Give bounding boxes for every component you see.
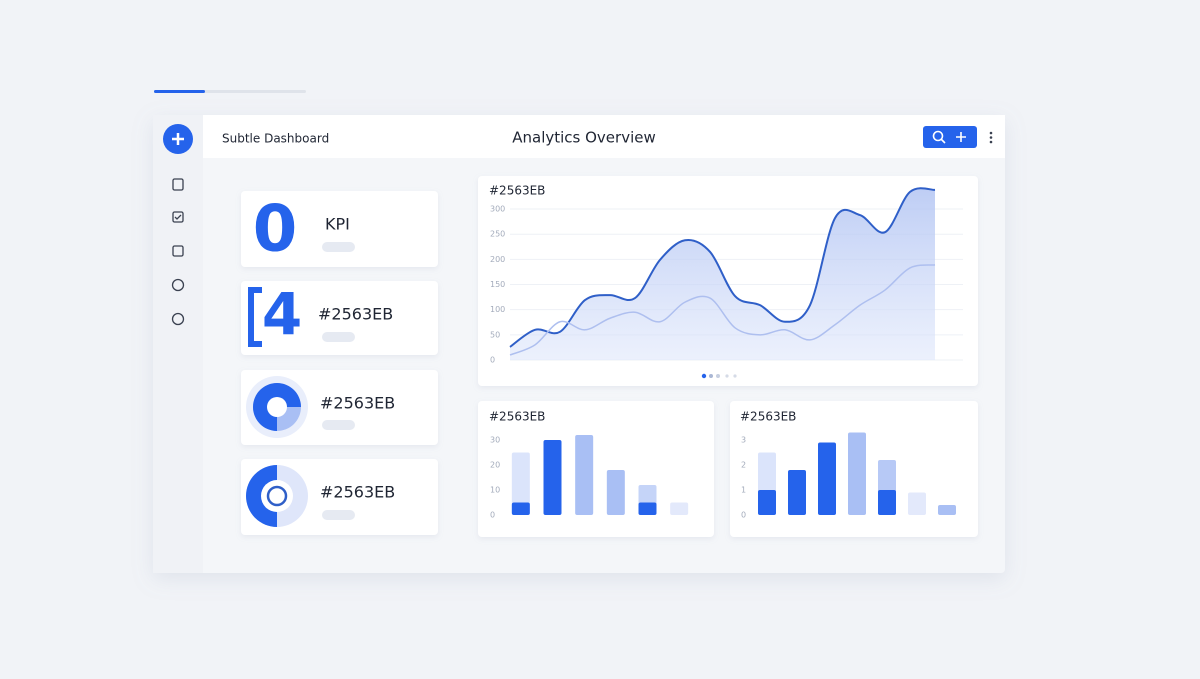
donut-hole <box>267 397 287 417</box>
kpi-value: 0 <box>253 193 298 267</box>
pager-dots <box>701 373 737 379</box>
bar <box>638 502 657 515</box>
header-bar <box>203 115 1005 158</box>
bar <box>511 502 530 515</box>
kpi-card <box>241 281 438 355</box>
chart-title: #2563EB <box>489 184 545 198</box>
bar <box>788 470 806 515</box>
bar <box>606 470 625 515</box>
bar <box>543 440 562 515</box>
bar <box>848 432 866 515</box>
bar <box>938 505 956 515</box>
nav-icon[interactable] <box>171 312 185 326</box>
chart-title: #2563EB <box>489 410 545 424</box>
kpi-card <box>241 191 438 267</box>
line <box>509 264 936 356</box>
kpi-label: KPI <box>325 215 350 234</box>
bar <box>575 435 594 515</box>
placeholder <box>322 332 355 342</box>
y-tick-label: 300 <box>490 205 505 214</box>
search-icon <box>932 130 944 142</box>
y-tick-label: 30 <box>490 436 500 445</box>
y-tick-label: 150 <box>490 280 505 289</box>
y-tick-label: 0 <box>490 356 495 365</box>
action-buttons[interactable] <box>923 126 977 148</box>
y-tick-label: 1 <box>741 486 746 495</box>
kpi-value: 4 <box>262 280 302 348</box>
y-tick-label: 50 <box>490 330 500 339</box>
bar <box>818 442 836 515</box>
kpi-label: #2563EB <box>320 394 395 413</box>
y-tick-label: 3 <box>741 436 746 445</box>
kpi-label: #2563EB <box>318 305 393 324</box>
y-tick-label: 200 <box>490 255 505 264</box>
progress-fill <box>154 90 205 93</box>
line <box>509 187 936 348</box>
bar <box>670 502 689 515</box>
kpi-bracket <box>248 287 262 347</box>
placeholder <box>322 510 355 520</box>
y-tick-label: 250 <box>490 230 505 239</box>
bar <box>758 490 776 515</box>
nav-icon[interactable] <box>172 211 184 223</box>
y-tick-label: 100 <box>490 305 505 314</box>
nav-icon[interactable] <box>172 245 184 257</box>
bar <box>511 452 530 515</box>
add-icon <box>940 132 966 144</box>
y-tick-label: 20 <box>490 461 500 470</box>
page-title: Analytics Overview <box>512 129 656 147</box>
nav-icon-check <box>174 214 182 220</box>
nav-icon[interactable] <box>171 278 185 292</box>
sidebar <box>153 115 203 573</box>
placeholder <box>322 242 355 252</box>
more-menu[interactable] <box>989 131 993 144</box>
logo-icon <box>172 133 184 145</box>
bar <box>908 492 926 515</box>
app-name: Subtle Dashboard <box>222 132 329 146</box>
bar <box>878 490 896 515</box>
donut-inner <box>266 485 288 507</box>
nav-icon[interactable] <box>172 178 184 191</box>
y-tick-label: 0 <box>741 511 746 520</box>
placeholder <box>322 420 355 430</box>
y-tick-label: 10 <box>490 486 500 495</box>
y-tick-label: 2 <box>741 461 746 470</box>
donut-hole <box>261 480 293 512</box>
kpi-label: #2563EB <box>320 483 395 502</box>
y-tick-label: 0 <box>490 511 495 520</box>
chart-title: #2563EB <box>740 410 796 424</box>
